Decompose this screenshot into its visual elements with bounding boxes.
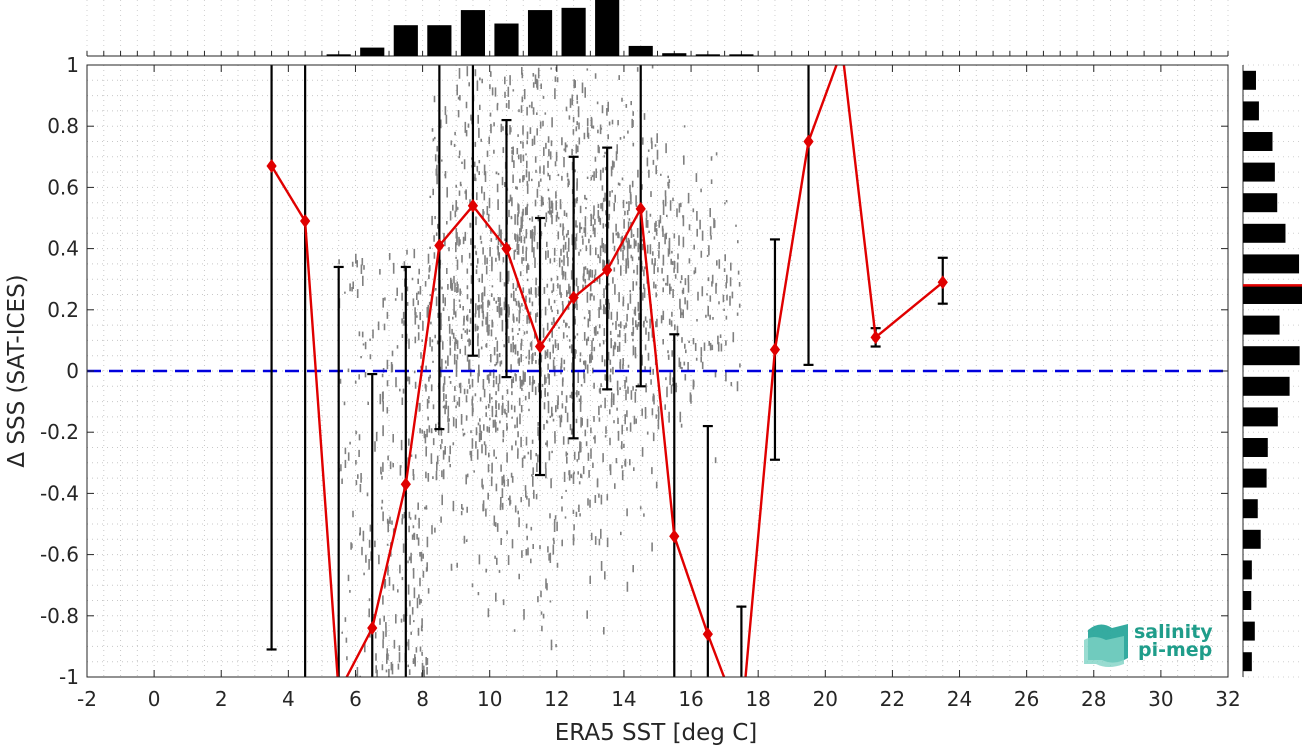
mean-marker	[635, 201, 646, 216]
right-hist-bar	[1243, 468, 1267, 488]
y-axis-label: Δ SSS (SAT-ICES)	[4, 274, 30, 467]
mean-marker	[937, 275, 948, 290]
mean-marker	[870, 330, 881, 345]
scatter-points	[337, 65, 741, 677]
top-hist-bar	[695, 54, 720, 56]
x-tick-label: 0	[148, 687, 161, 711]
logo-line2: pi-mep	[1138, 639, 1212, 661]
mean-marker	[602, 263, 613, 277]
x-tick-label: 10	[477, 687, 502, 711]
top-hist-bar	[393, 25, 418, 56]
mean-marker	[400, 477, 411, 492]
scatter-cloud	[337, 65, 741, 677]
right-hist-bar	[1243, 376, 1290, 396]
x-tick-label: 6	[349, 687, 362, 711]
y-tick-label: 0.6	[47, 175, 79, 199]
top-histogram	[86, 0, 1229, 57]
top-hist-bar	[662, 53, 687, 56]
x-tick-label: 2	[215, 687, 228, 711]
right-hist-bar	[1243, 285, 1302, 304]
right-hist-bar	[1243, 529, 1261, 549]
right-hist-bar	[1243, 499, 1258, 519]
mean-marker	[669, 529, 680, 544]
top-hist-bar	[561, 7, 586, 56]
mean-marker	[803, 134, 814, 149]
top-hist-bar	[527, 10, 553, 56]
top-hist-bar	[729, 54, 754, 56]
right-hist-bar	[1243, 70, 1256, 90]
right-hist-bar	[1243, 621, 1255, 641]
right-hist-bar	[1243, 132, 1273, 151]
x-tick-label: 30	[1148, 687, 1173, 711]
mean-marker	[501, 241, 512, 256]
mean-marker	[266, 159, 277, 173]
salinity-pi-mep-logo: salinity pi-mep	[1084, 621, 1213, 667]
mean-marker	[434, 238, 445, 253]
y-tick-label: 0.2	[47, 298, 79, 322]
mean-marker	[568, 290, 579, 305]
y-tick-label: 0.8	[47, 114, 79, 138]
right-hist-bar	[1243, 346, 1300, 366]
right-hist-bar	[1243, 101, 1259, 121]
right-hist-bar	[1243, 652, 1252, 672]
top-hist-bar	[494, 23, 519, 56]
x-tick-label: -2	[77, 687, 97, 711]
plot-frame	[86, 64, 1229, 678]
x-tick-label: 14	[611, 687, 636, 711]
x-tick-label: 22	[880, 687, 905, 711]
right-hist-bar	[1243, 223, 1286, 243]
y-tick-labels: -1 -0.8 -0.6 -0.4 -0.2 0 0.2 0.4 0.6 0.8 1	[40, 53, 79, 689]
top-hist-bar	[460, 10, 486, 56]
mean-marker	[769, 342, 781, 357]
top-hist-bar	[595, 0, 620, 56]
right-histogram	[1242, 64, 1302, 678]
top-hist-bar	[326, 54, 351, 56]
mean-marker	[534, 339, 546, 354]
top-hist-bar	[628, 45, 653, 56]
x-axis-label: ERA5 SST [deg C]	[555, 720, 758, 746]
y-tick-label: 1	[66, 53, 79, 77]
mean-marker	[467, 198, 479, 213]
x-tick-label: 18	[745, 687, 770, 711]
top-hist-bar	[360, 47, 385, 56]
mean-marker	[702, 627, 713, 641]
right-hist-bar	[1243, 438, 1268, 457]
right-hist-bar	[1243, 162, 1275, 182]
right-hist-bar	[1243, 193, 1278, 213]
binned-mean-series	[266, 65, 948, 677]
y-tick-label: -0.2	[40, 420, 79, 444]
right-hist-bar	[1243, 591, 1252, 610]
y-tick-label: -0.6	[40, 543, 79, 567]
y-tick-label: -0.8	[40, 604, 79, 628]
y-tick-label: -0.4	[40, 481, 79, 505]
logo-line1: salinity	[1134, 621, 1213, 643]
x-tick-label: 24	[947, 687, 972, 711]
x-tick-label: 32	[1215, 687, 1240, 711]
x-tick-label: 26	[1014, 687, 1039, 711]
mean-line	[270, 65, 944, 677]
top-hist-bar	[427, 25, 452, 56]
x-tick-label: 16	[678, 687, 703, 711]
x-tick-labels: -2 0 2 4 6 8 10 12 14 16 18 20 22 24 26 28 30 32	[77, 687, 1241, 711]
x-tick-label: 8	[416, 687, 429, 711]
y-tick-label: -1	[59, 665, 79, 689]
right-hist-bar	[1243, 315, 1280, 335]
x-tick-label: 28	[1081, 687, 1106, 711]
x-tick-label: 4	[282, 687, 295, 711]
mean-marker	[367, 621, 378, 635]
y-tick-label: 0	[66, 359, 79, 383]
right-hist-bar	[1243, 560, 1252, 580]
mean-marker	[300, 214, 311, 228]
right-hist-bar	[1243, 407, 1278, 427]
logo-wave-icon-2	[1084, 636, 1124, 667]
right-hist-bar	[1243, 254, 1300, 274]
x-tick-label: 12	[544, 687, 569, 711]
x-tick-label: 20	[813, 687, 838, 711]
y-tick-label: 0.4	[47, 237, 79, 261]
